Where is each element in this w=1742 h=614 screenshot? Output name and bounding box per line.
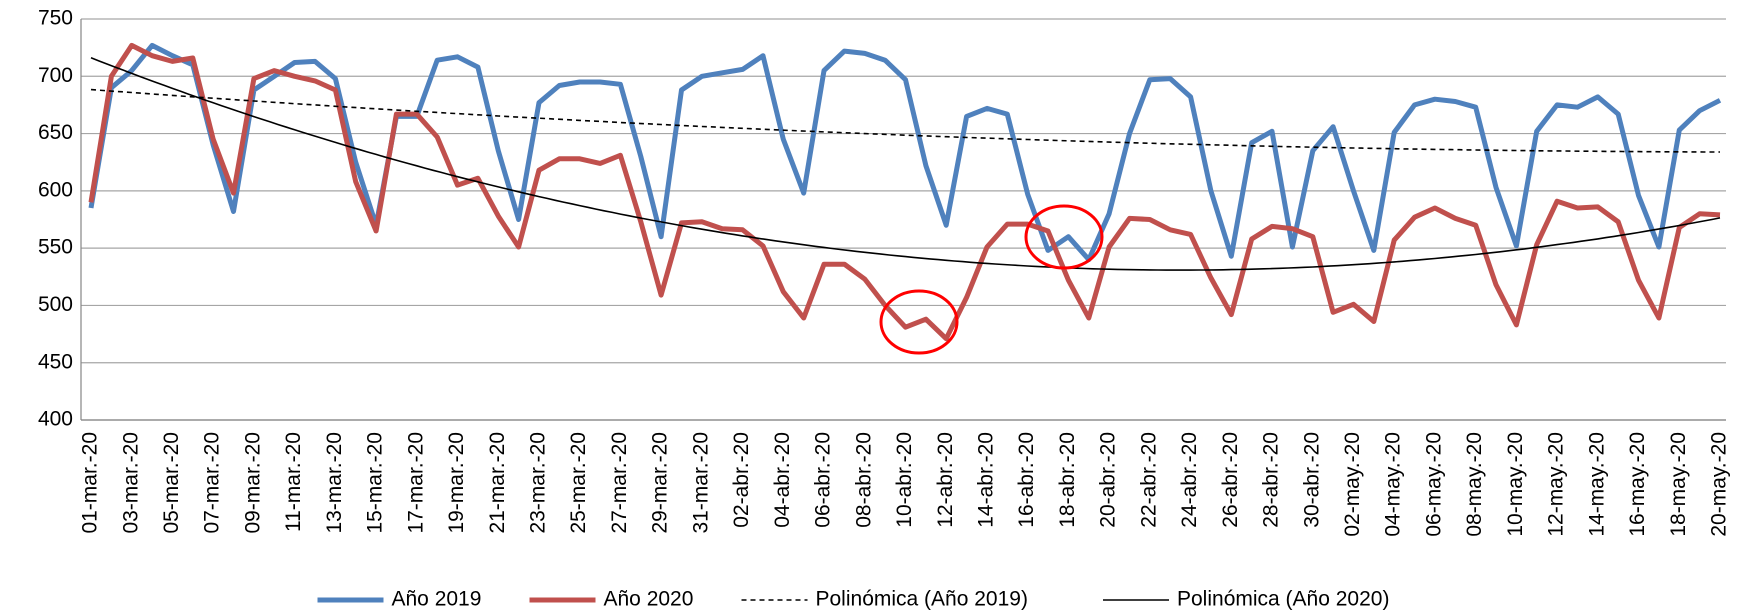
x-tick-label: 12-may.-20	[1545, 432, 1568, 537]
x-tick-label: 13-mar.-20	[323, 432, 346, 534]
plot: 400 450 500 550 600 650 700 750 01-mar.-20 03-mar…	[38, 7, 1731, 611]
x-tick-label: 18-abr.-20	[1056, 432, 1079, 528]
x-tick-label: 07-mar.-20	[201, 432, 224, 534]
x-tick-label: 16-abr.-20	[1015, 432, 1038, 528]
x-tick-label: 15-mar.-20	[364, 432, 387, 534]
y-tick-label: 450	[38, 350, 73, 373]
x-tick-label: 29-mar.-20	[649, 432, 672, 534]
trendline	[90, 57, 1721, 271]
x-tick-label: 21-mar.-20	[486, 432, 509, 534]
x-tick-label: 10-abr.-20	[893, 432, 916, 528]
trendline	[90, 88, 1720, 153]
y-tick-label: 600	[38, 178, 73, 201]
x-tick-label: 18-may.-20	[1667, 432, 1690, 537]
x-tick-label: 05-mar.-20	[160, 432, 183, 534]
highlight-circle	[1024, 204, 1104, 270]
x-tick-label: 17-mar.-20	[404, 432, 427, 534]
legend-label: Polinómica (Año 2019)	[816, 588, 1028, 611]
x-tick-label: 14-abr.-20	[974, 432, 997, 528]
y-tick-label: 650	[38, 121, 73, 144]
x-tick-label: 12-abr.-20	[934, 432, 957, 528]
x-tick-label: 30-abr.-20	[1300, 432, 1323, 528]
x-tick-label: 02-abr.-20	[730, 432, 753, 528]
y-tick-label: 700	[38, 64, 73, 87]
y-tick-label: 500	[38, 293, 73, 316]
legend-label: Polinómica (Año 2020)	[1177, 588, 1389, 611]
x-tick-label: 20-abr.-20	[1097, 432, 1120, 528]
x-tick-label: 24-abr.-20	[1178, 432, 1201, 528]
x-tick-label: 10-may.-20	[1504, 432, 1527, 537]
y-tick-label: 400	[38, 408, 73, 431]
x-tick-label: 20-may.-20	[1708, 432, 1731, 537]
x-tick-label: 25-mar.-20	[567, 432, 590, 534]
x-tick-label: 09-mar.-20	[241, 432, 264, 534]
series-line	[88, 42, 1722, 263]
x-tick-label: 31-mar.-20	[689, 432, 712, 534]
x-tick-label: 19-mar.-20	[445, 432, 468, 534]
x-tick-label: 04-abr.-20	[771, 432, 794, 528]
x-tick-label: 06-abr.-20	[812, 432, 835, 528]
y-tick-label: 750	[38, 7, 73, 30]
x-tick-label: 06-may.-20	[1422, 432, 1445, 537]
x-tick-label: 28-abr.-20	[1260, 432, 1283, 528]
legend-label: Año 2019	[392, 588, 482, 611]
x-tick-label: 01-mar.-20	[79, 432, 102, 534]
x-tick-label: 14-may.-20	[1585, 432, 1608, 537]
legend-label: Año 2020	[604, 588, 694, 611]
x-tick-label: 22-abr.-20	[1137, 432, 1160, 528]
x-tick-label: 03-mar.-20	[119, 432, 142, 534]
x-tick-label: 11-mar.-20	[282, 432, 305, 532]
x-tick-label: 08-may.-20	[1463, 432, 1486, 537]
y-tick-label: 550	[38, 236, 73, 259]
x-tick-label: 02-may.-20	[1341, 432, 1364, 537]
x-tick-label: 08-abr.-20	[852, 432, 875, 528]
x-tick-label: 26-abr.-20	[1219, 432, 1242, 528]
series-line	[88, 42, 1721, 342]
x-tick-label: 04-may.-20	[1382, 432, 1405, 537]
highlight-circle	[879, 289, 959, 355]
x-tick-label: 23-mar.-20	[527, 432, 550, 534]
x-tick-label: 27-mar.-20	[608, 432, 631, 534]
x-tick-label: 16-may.-20	[1626, 432, 1649, 537]
